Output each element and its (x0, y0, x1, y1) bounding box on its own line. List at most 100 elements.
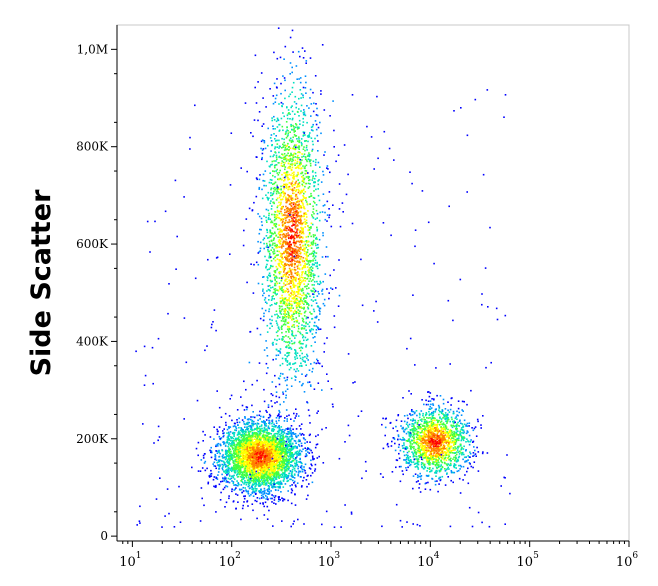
event-dot (285, 475, 287, 478)
event-dot (287, 427, 289, 430)
event-dot (263, 299, 266, 301)
event-dot (237, 462, 240, 465)
event-dot (289, 295, 292, 298)
event-dot (279, 499, 281, 501)
event-dot (223, 434, 225, 437)
event-dot (244, 470, 246, 473)
event-dot (287, 208, 289, 210)
event-dot (264, 423, 266, 425)
event-dot (237, 483, 240, 486)
event-dot (306, 263, 308, 265)
event-dot (274, 270, 277, 272)
event-dot (232, 452, 235, 455)
event-dot (254, 480, 257, 483)
event-dot (234, 463, 236, 465)
event-dot (237, 447, 240, 450)
event-dot (251, 419, 254, 422)
event-dot (259, 458, 261, 461)
event-dot (304, 244, 306, 247)
event-dot (228, 451, 230, 454)
event-dot (254, 461, 256, 464)
event-dot (236, 474, 238, 476)
event-dot (289, 137, 292, 140)
event-dot (262, 434, 265, 437)
event-dot (256, 441, 258, 443)
event-dot (231, 419, 233, 422)
event-dot (302, 148, 305, 150)
event-dot (282, 460, 284, 462)
event-dot (217, 430, 219, 433)
event-dot (271, 457, 274, 460)
event-dot (300, 442, 303, 445)
event-dot (255, 485, 257, 487)
event-dot (252, 478, 255, 480)
event-dot (239, 454, 242, 456)
event-dot (228, 467, 231, 470)
event-dot (259, 247, 262, 250)
event-dot (264, 470, 266, 472)
event-dot (251, 432, 254, 434)
event-dot (254, 478, 257, 481)
event-dot (314, 161, 317, 164)
event-dot (289, 240, 291, 243)
event-dot (288, 458, 291, 461)
event-dot (252, 434, 254, 437)
event-dot (264, 458, 266, 461)
event-dot (226, 438, 229, 441)
event-dot (303, 260, 305, 262)
event-dot (225, 481, 228, 483)
event-dot (294, 231, 297, 234)
event-dot (309, 88, 312, 91)
event-dot (242, 444, 244, 447)
event-dot (276, 430, 279, 433)
event-dot (234, 458, 237, 461)
event-dot (299, 452, 302, 455)
event-dot (237, 454, 240, 456)
event-dot (267, 451, 270, 454)
event-dot (250, 456, 253, 459)
event-dot (243, 501, 245, 503)
event-dot (259, 502, 262, 505)
event-dot (228, 427, 230, 429)
event-dot (269, 436, 271, 438)
event-dot (247, 490, 250, 492)
event-dot (301, 153, 303, 155)
event-dot (284, 97, 286, 100)
event-dot (244, 481, 246, 484)
event-dot (279, 297, 282, 300)
event-dot (261, 427, 263, 430)
event-dot (263, 505, 265, 508)
event-dot (261, 152, 264, 155)
event-dot (229, 452, 232, 455)
event-dot (297, 267, 299, 270)
event-dot (314, 242, 317, 245)
event-dot (241, 449, 243, 452)
event-dot (302, 289, 304, 292)
event-dot (287, 288, 289, 291)
event-dot (278, 431, 280, 434)
event-dot (245, 437, 247, 440)
event-dot (263, 458, 265, 460)
event-dot (279, 177, 282, 180)
event-dot (206, 467, 208, 470)
event-dot (311, 455, 314, 458)
event-dot (244, 495, 246, 497)
event-dot (268, 466, 270, 468)
event-dot (272, 451, 274, 454)
event-dot (307, 338, 309, 341)
event-dot (275, 190, 278, 193)
event-dot (257, 456, 259, 459)
event-dot (243, 477, 246, 479)
event-dot (264, 147, 267, 150)
event-dot (285, 185, 288, 188)
event-dot (255, 438, 257, 441)
event-dot (286, 436, 289, 438)
event-dot (268, 416, 271, 419)
event-dot (312, 196, 315, 199)
event-dot (287, 460, 290, 463)
event-dot (274, 146, 277, 148)
event-dot (271, 244, 274, 246)
event-dot (235, 453, 238, 456)
event-dot (252, 416, 254, 418)
event-dot (213, 438, 215, 440)
